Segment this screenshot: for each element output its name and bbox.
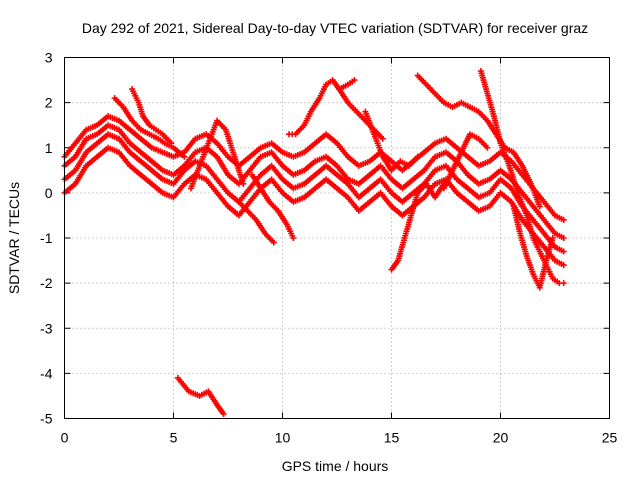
series-s12 bbox=[336, 86, 386, 142]
data-point bbox=[536, 203, 543, 210]
x-axis-label: GPS time / hours bbox=[282, 458, 389, 474]
series-s9 bbox=[235, 198, 277, 246]
series-s17 bbox=[477, 68, 567, 287]
x-tick-label: 20 bbox=[493, 430, 509, 446]
series-s14 bbox=[388, 180, 447, 273]
y-tick-label: 2 bbox=[45, 95, 53, 111]
series-s11 bbox=[286, 77, 358, 138]
y-axis-label: SDTVAR / TECUs bbox=[6, 182, 22, 294]
y-tick-label: 3 bbox=[45, 50, 53, 66]
y-tick-label: 1 bbox=[45, 140, 53, 156]
data-point bbox=[560, 216, 567, 223]
series-s16 bbox=[440, 131, 491, 192]
series-s15 bbox=[414, 72, 543, 210]
data-point bbox=[560, 262, 567, 269]
grid bbox=[64, 57, 610, 419]
y-tick-label: -5 bbox=[40, 411, 53, 427]
data-point bbox=[560, 235, 567, 241]
series-s10 bbox=[248, 171, 297, 241]
data-point bbox=[168, 140, 175, 147]
data-point bbox=[290, 235, 297, 241]
y-tick-label: -4 bbox=[40, 365, 53, 381]
data-point bbox=[560, 248, 567, 255]
series-s7 bbox=[174, 374, 227, 417]
data-point bbox=[379, 135, 386, 142]
series-s13 bbox=[362, 108, 421, 174]
data-point bbox=[240, 180, 247, 187]
chart-title: Day 292 of 2021, Sidereal Day-to-day VTE… bbox=[82, 20, 588, 36]
y-tick-label: -2 bbox=[40, 275, 53, 291]
data-point bbox=[549, 235, 556, 241]
x-tick-label: 25 bbox=[602, 430, 618, 446]
data-point bbox=[560, 280, 567, 287]
data-points bbox=[61, 68, 567, 417]
data-point bbox=[484, 144, 491, 151]
data-point bbox=[270, 239, 277, 246]
data-point bbox=[181, 153, 188, 160]
series-s8 bbox=[187, 117, 247, 192]
plot-frame bbox=[64, 57, 610, 419]
series-s18 bbox=[510, 203, 556, 291]
series-s6 bbox=[129, 86, 175, 147]
x-tick-label: 15 bbox=[384, 430, 400, 446]
series-s5 bbox=[111, 95, 188, 160]
x-tick-label: 0 bbox=[61, 430, 69, 446]
data-point bbox=[220, 410, 227, 417]
y-tick-label: 0 bbox=[45, 185, 53, 201]
y-tick-label: -3 bbox=[40, 320, 53, 336]
x-tick-label: 5 bbox=[170, 430, 178, 446]
x-tick-label: 10 bbox=[275, 430, 291, 446]
y-tick-label: -1 bbox=[40, 230, 53, 246]
series-s1 bbox=[61, 122, 567, 241]
data-point bbox=[351, 77, 358, 84]
tick-labels: 0 5 10 15 20 25 -5 -4 -3 -2 -1 0 1 2 3 bbox=[40, 50, 617, 446]
data-point bbox=[414, 153, 421, 160]
